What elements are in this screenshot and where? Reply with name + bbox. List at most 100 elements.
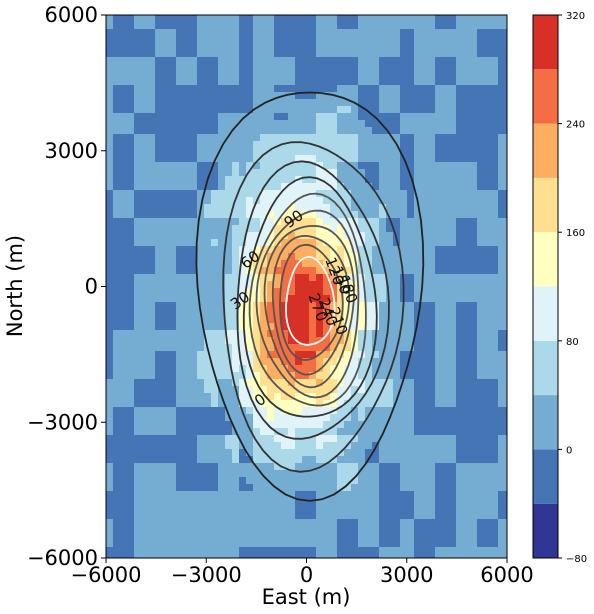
field-cell [134, 43, 142, 51]
field-cell [358, 372, 366, 380]
field-cell [330, 113, 338, 121]
field-cell [330, 554, 338, 558]
field-cell [393, 176, 401, 184]
field-cell [204, 113, 212, 121]
field-cell [239, 225, 247, 233]
field-cell [197, 246, 205, 254]
field-cell [295, 78, 303, 86]
field-cell [190, 106, 198, 114]
field-cell [463, 232, 471, 240]
field-cell [211, 498, 219, 506]
field-cell [106, 50, 114, 58]
field-cell [169, 526, 177, 534]
field-cell [505, 484, 507, 492]
field-cell [204, 225, 212, 233]
field-cell [365, 372, 373, 380]
field-cell [106, 484, 114, 492]
field-cell [267, 288, 275, 296]
field-cell [148, 365, 156, 373]
field-cell [491, 127, 499, 135]
field-cell [386, 456, 394, 464]
field-cell [267, 78, 275, 86]
field-cell [295, 190, 303, 198]
field-cell [141, 491, 149, 499]
field-cell [176, 92, 184, 100]
field-cell [190, 309, 198, 317]
field-cell [400, 414, 408, 422]
field-cell [267, 428, 275, 436]
field-cell [428, 162, 436, 170]
field-cell [127, 470, 135, 478]
field-cell [505, 78, 507, 86]
field-cell [344, 526, 352, 534]
field-cell [169, 400, 177, 408]
field-cell [491, 281, 499, 289]
field-cell [414, 64, 422, 72]
field-cell [281, 477, 289, 485]
field-cell [351, 211, 359, 219]
field-cell [281, 533, 289, 541]
field-cell [288, 176, 296, 184]
field-cell [477, 463, 485, 471]
field-cell [449, 540, 457, 548]
field-cell [288, 134, 296, 142]
field-cell [344, 323, 352, 331]
field-cell [218, 274, 226, 282]
field-cell [155, 421, 163, 429]
field-cell [176, 267, 184, 275]
field-cell [267, 225, 275, 233]
x-tick-label: −3000 [171, 563, 242, 587]
field-cell [351, 15, 359, 23]
field-cell [113, 183, 121, 191]
field-cell [351, 554, 359, 558]
field-cell [386, 540, 394, 548]
field-cell [295, 211, 303, 219]
field-cell [309, 127, 317, 135]
field-cell [379, 99, 387, 107]
field-cell [449, 225, 457, 233]
field-cell [435, 351, 443, 359]
field-cell [491, 267, 499, 275]
field-cell [204, 547, 212, 555]
field-cell [211, 43, 219, 51]
field-cell [295, 386, 303, 394]
field-cell [148, 92, 156, 100]
field-cell [435, 288, 443, 296]
field-cell [505, 477, 507, 485]
field-cell [113, 92, 121, 100]
field-cell [120, 505, 128, 513]
field-cell [372, 183, 380, 191]
field-cell [127, 211, 135, 219]
field-cell [400, 99, 408, 107]
field-cell [400, 421, 408, 429]
field-cell [232, 22, 240, 30]
field-cell [106, 15, 114, 23]
field-cell [134, 162, 142, 170]
field-cell [505, 442, 507, 450]
field-cell [344, 127, 352, 135]
field-cell [274, 253, 282, 261]
field-cell [218, 337, 226, 345]
field-cell [197, 22, 205, 30]
field-cell [155, 169, 163, 177]
field-cell [407, 498, 415, 506]
field-cell [281, 309, 289, 317]
field-cell [113, 155, 121, 163]
field-cell [449, 22, 457, 30]
field-cell [372, 197, 380, 205]
field-cell [162, 477, 170, 485]
field-cell [155, 190, 163, 198]
field-cell [484, 106, 492, 114]
field-cell [134, 435, 142, 443]
contour-line-90 [242, 176, 378, 418]
field-cell [414, 456, 422, 464]
field-cell [148, 463, 156, 471]
field-cell [190, 92, 198, 100]
field-cell [484, 288, 492, 296]
field-cell [358, 36, 366, 44]
field-cell [274, 316, 282, 324]
field-cell [400, 22, 408, 30]
field-cell [372, 274, 380, 282]
field-cell [169, 204, 177, 212]
field-cell [491, 22, 499, 30]
